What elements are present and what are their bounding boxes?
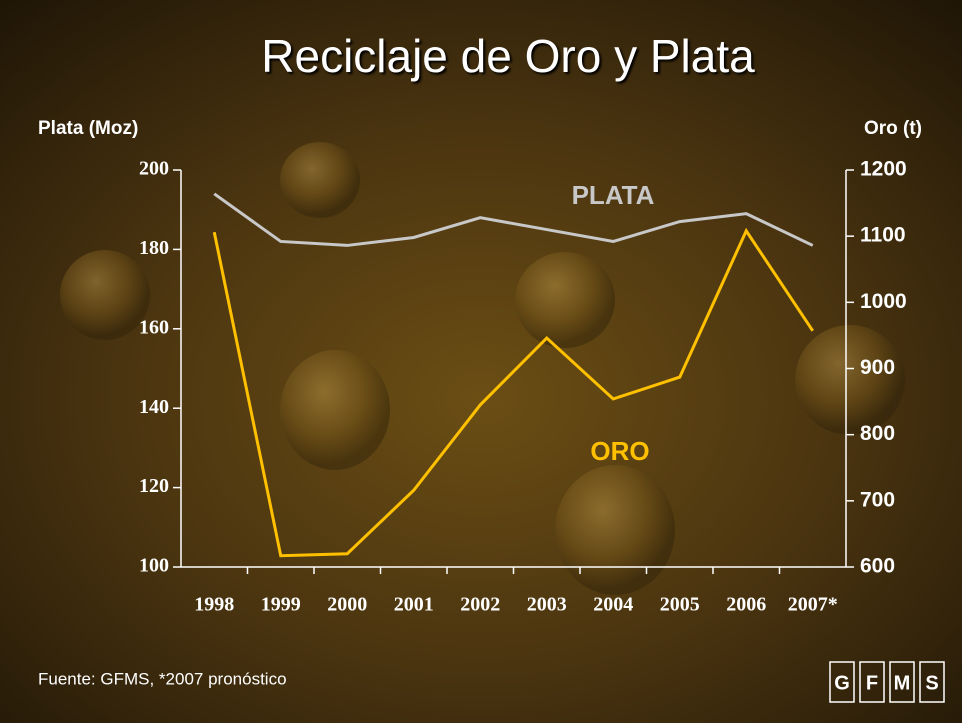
x-tick-label: 2004 [593,594,633,616]
source-note: Fuente: GFMS, *2007 pronóstico [38,669,287,688]
x-tick-label: 2006 [726,594,766,616]
y2-tick-label: 600 [860,555,895,578]
slide: Reciclaje de Oro y Plata Plata (Moz) Oro… [0,0,962,723]
y-tick-label: 120 [139,475,169,497]
y-tick-label: 140 [139,396,169,418]
logo-letter: F [866,672,878,694]
x-tick-label: 2007* [788,594,838,616]
y-tick-label: 180 [139,237,169,259]
chart-title: Reciclaje de Oro y Plata [261,30,755,82]
y-tick-label: 160 [139,316,169,338]
y2-tick-label: 700 [860,488,895,511]
y-tick-label: 100 [139,555,169,577]
y-tick-label: 200 [139,158,169,180]
logo-letter: G [834,672,850,694]
x-tick-label: 2000 [327,594,367,616]
y2-tick-label: 800 [860,422,895,445]
y2-tick-label: 900 [860,356,895,379]
y2-axis-label: Oro (t) [864,118,922,139]
series-label: ORO [590,436,649,466]
y2-tick-label: 1100 [860,224,906,247]
y2-tick-label: 1000 [860,290,907,313]
x-tick-label: 2005 [660,594,700,616]
series-label: PLATA [572,180,655,210]
logo-letter: S [925,672,938,694]
x-tick-label: 2003 [527,594,567,616]
x-tick-label: 1999 [261,594,301,616]
y-axis-label: Plata (Moz) [38,118,138,139]
y2-tick-label: 1200 [860,158,907,181]
x-tick-label: 1998 [194,594,234,616]
logo-letter: M [894,672,911,694]
x-tick-label: 2002 [460,594,500,616]
x-tick-label: 2001 [394,594,434,616]
